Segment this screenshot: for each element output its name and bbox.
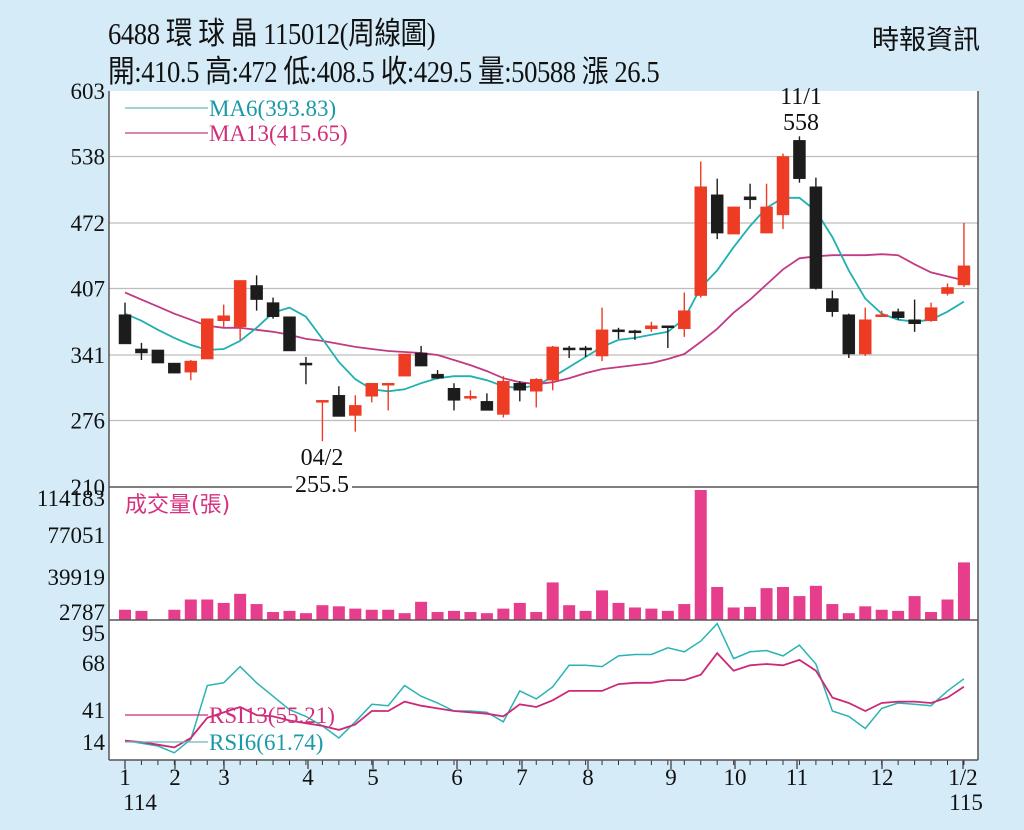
rsi-panel	[109, 620, 978, 760]
svg-text:276: 276	[71, 408, 106, 433]
x-tick-label: 11	[786, 765, 808, 790]
svg-text:2787: 2787	[59, 600, 105, 625]
high-annotation: 11/1 558	[780, 84, 822, 136]
svg-text:407: 407	[71, 276, 106, 301]
x-tick-label: 3	[218, 765, 230, 790]
rsi6-legend-label: RSI6(61.74)	[209, 730, 323, 755]
chart-title: 6488 環 球 晶 115012(周線圖)	[108, 16, 436, 51]
svg-text:77051: 77051	[48, 523, 106, 548]
svg-text:39919: 39919	[48, 565, 106, 590]
svg-text:558: 558	[783, 110, 819, 136]
svg-text:114183: 114183	[37, 486, 105, 511]
ma6-legend-label: MA6(393.83)	[209, 96, 336, 121]
volume-panel-title: 成交量(張)	[125, 493, 230, 518]
x-tick-label: 10	[724, 765, 747, 790]
ma-legend: MA6(393.83) MA13(415.65)	[125, 96, 348, 146]
svg-text:603: 603	[71, 79, 106, 104]
ohlc-summary: 開:410.5 高:472 低:408.5 收:429.5 量:50588 漲 …	[108, 54, 660, 89]
x-tick-label: 2	[169, 765, 181, 790]
source-label: 時報資訊	[872, 25, 980, 56]
x-tick-label: 5	[367, 765, 379, 790]
svg-text:04/2: 04/2	[301, 445, 344, 471]
year-label-left: 114	[123, 790, 157, 815]
x-tick-label: 7	[516, 765, 528, 790]
x-tick-label: 1	[119, 765, 131, 790]
svg-text:472: 472	[71, 211, 106, 236]
x-tick-label: 9	[665, 765, 677, 790]
year-label-right: 115	[949, 790, 983, 815]
svg-text:14: 14	[82, 730, 106, 755]
rsi-lines	[124, 622, 965, 754]
ma13-line	[124, 253, 965, 386]
rsi-legend: RSI13(55.21) RSI6(61.74)	[125, 703, 335, 755]
ma13-legend-label: MA13(415.65)	[209, 121, 348, 146]
svg-text:68: 68	[82, 651, 105, 676]
svg-text:95: 95	[82, 621, 105, 646]
x-tick-label: 8	[582, 765, 594, 790]
x-tick-label: 1/2	[948, 765, 977, 790]
low-annotation: 04/2 255.5	[292, 445, 352, 498]
candlesticks	[118, 136, 971, 442]
svg-text:11/1: 11/1	[780, 84, 822, 110]
svg-text:538: 538	[71, 144, 106, 169]
volume-bars	[119, 490, 970, 620]
svg-text:255.5: 255.5	[295, 472, 349, 498]
x-tick-label: 6	[451, 765, 463, 790]
ma6-line	[124, 196, 965, 393]
volume-panel	[109, 487, 978, 620]
svg-text:41: 41	[82, 698, 105, 723]
rsi13-legend-label: RSI13(55.21)	[209, 703, 335, 728]
x-tick-label: 4	[302, 765, 314, 790]
svg-text:210: 210	[71, 475, 106, 500]
x-tick-label: 12	[871, 765, 894, 790]
svg-text:341: 341	[71, 343, 106, 368]
